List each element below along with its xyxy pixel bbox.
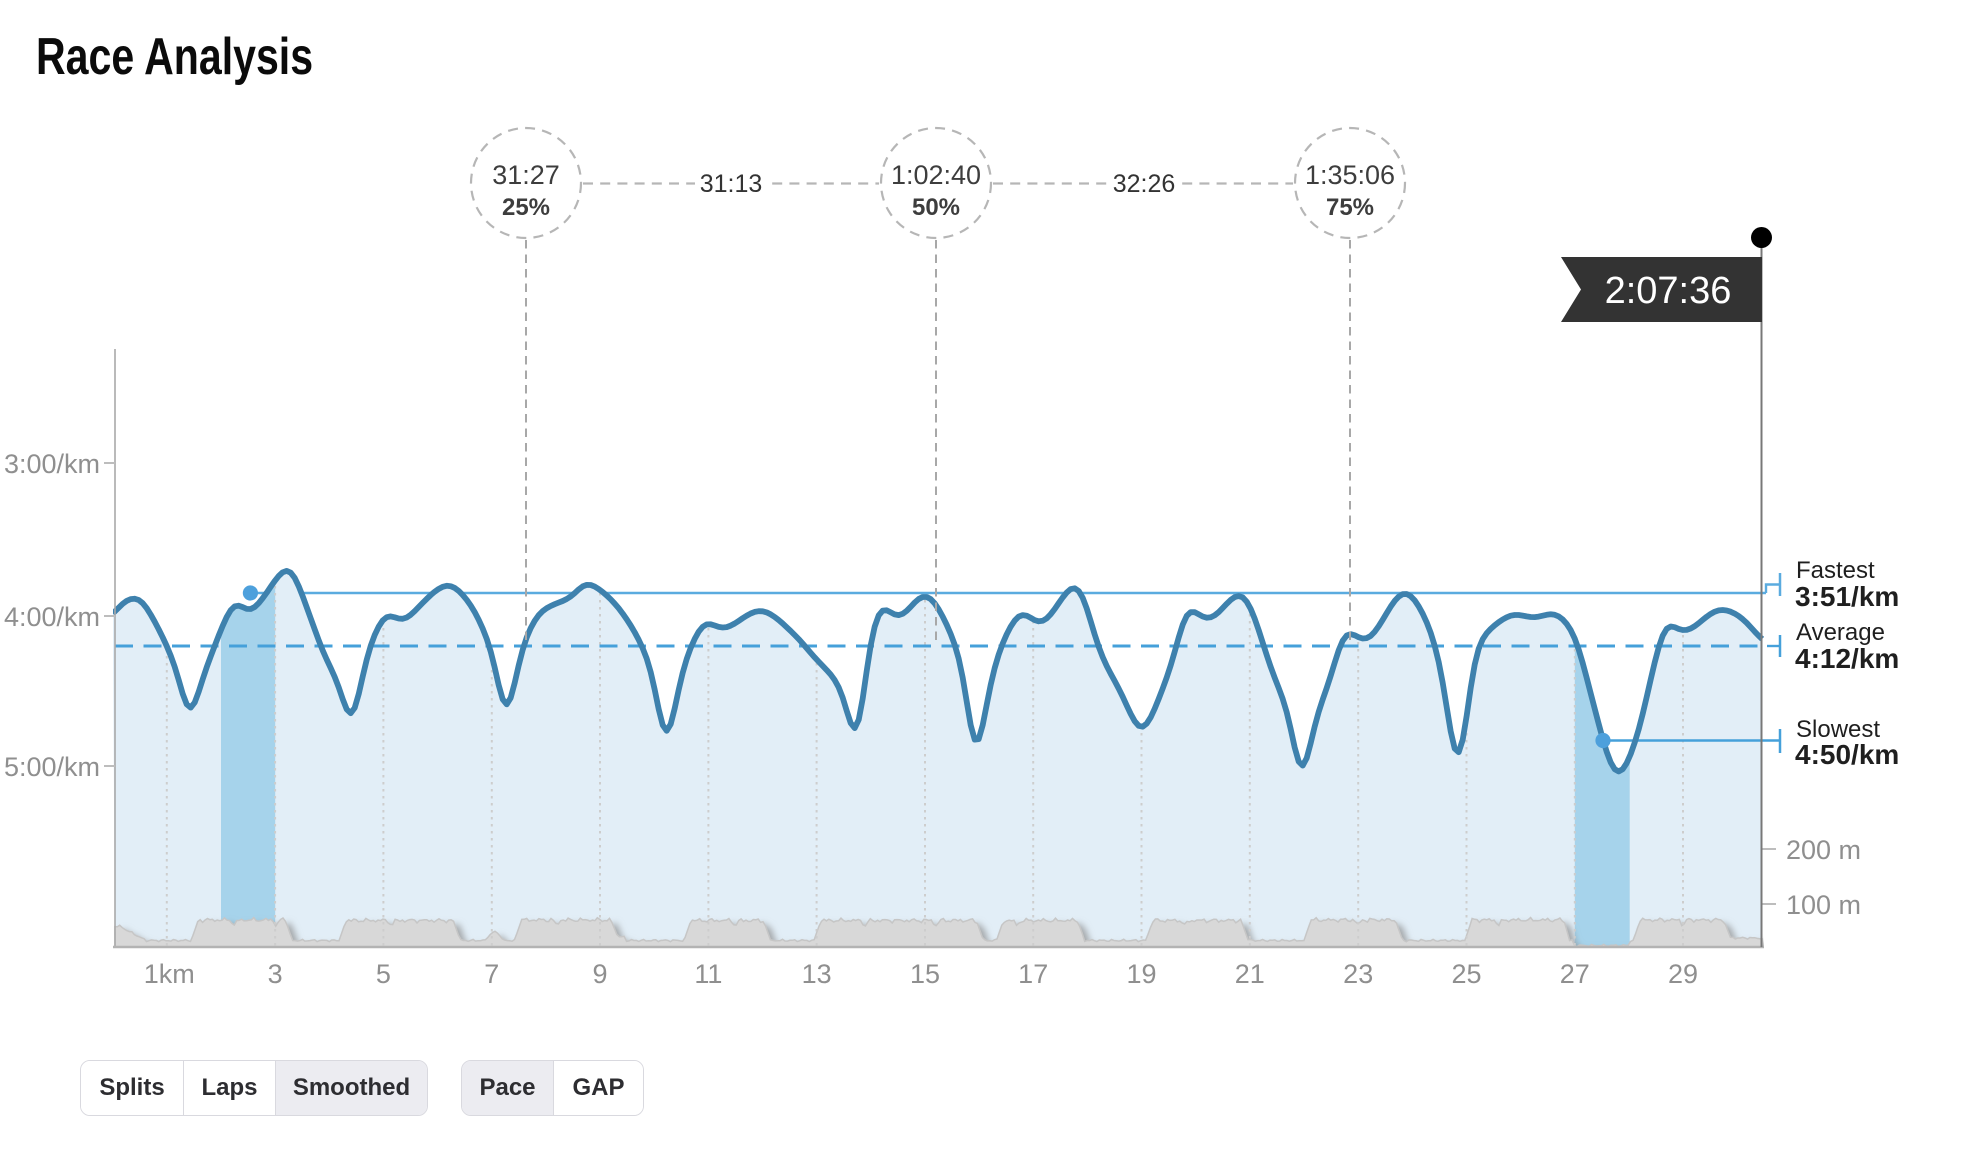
- svg-text:31:27: 31:27: [492, 160, 560, 190]
- svg-text:3:51/km: 3:51/km: [1795, 581, 1899, 612]
- svg-text:19: 19: [1126, 959, 1156, 989]
- svg-text:1km: 1km: [144, 959, 195, 989]
- svg-text:200 m: 200 m: [1786, 835, 1861, 865]
- svg-text:5:00/km: 5:00/km: [4, 752, 100, 782]
- svg-text:75%: 75%: [1326, 194, 1374, 221]
- svg-text:5: 5: [376, 959, 391, 989]
- svg-text:4:00/km: 4:00/km: [4, 602, 100, 632]
- svg-text:4:12/km: 4:12/km: [1795, 643, 1899, 674]
- svg-text:100 m: 100 m: [1786, 890, 1861, 920]
- svg-text:50%: 50%: [912, 194, 960, 221]
- svg-text:15: 15: [910, 959, 940, 989]
- svg-text:25: 25: [1451, 959, 1481, 989]
- svg-text:25%: 25%: [502, 194, 550, 221]
- svg-text:11: 11: [694, 959, 722, 989]
- svg-text:Average: Average: [1796, 619, 1885, 646]
- svg-text:23: 23: [1343, 959, 1373, 989]
- svg-text:1:02:40: 1:02:40: [891, 160, 981, 190]
- svg-text:Slowest: Slowest: [1796, 716, 1880, 743]
- svg-text:3:00/km: 3:00/km: [4, 449, 100, 479]
- svg-text:Fastest: Fastest: [1796, 557, 1875, 584]
- svg-text:2:07:36: 2:07:36: [1605, 270, 1732, 312]
- svg-text:3: 3: [268, 959, 283, 989]
- svg-text:7: 7: [484, 959, 499, 989]
- svg-text:17: 17: [1018, 959, 1048, 989]
- svg-text:29: 29: [1668, 959, 1698, 989]
- svg-text:9: 9: [592, 959, 607, 989]
- svg-text:4:50/km: 4:50/km: [1795, 739, 1899, 770]
- svg-text:32:26: 32:26: [1113, 170, 1176, 198]
- svg-text:27: 27: [1560, 959, 1590, 989]
- svg-text:21: 21: [1235, 959, 1265, 989]
- svg-text:31:13: 31:13: [700, 170, 763, 198]
- svg-text:1:35:06: 1:35:06: [1305, 160, 1395, 190]
- svg-text:13: 13: [802, 959, 832, 989]
